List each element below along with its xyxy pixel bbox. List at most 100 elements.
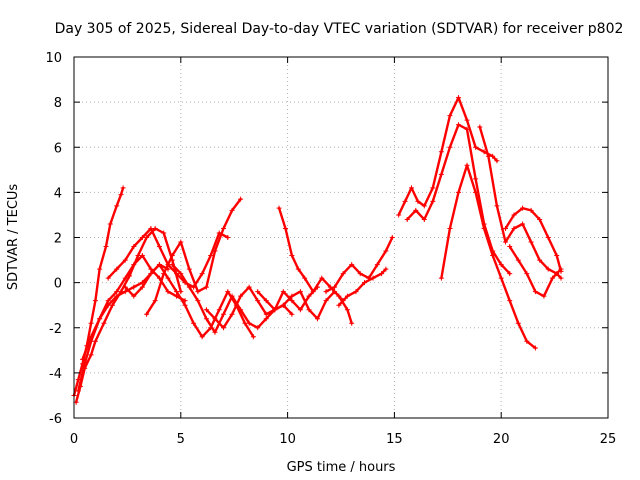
data-point xyxy=(282,225,288,231)
data-point xyxy=(332,284,338,290)
data-point xyxy=(238,196,244,202)
data-point xyxy=(178,271,184,277)
data-point xyxy=(208,253,214,259)
data-point xyxy=(263,316,269,322)
data-point xyxy=(310,289,316,295)
data-point xyxy=(169,253,175,259)
data-point xyxy=(524,271,530,277)
data-point xyxy=(229,207,235,213)
x-tick-label: 5 xyxy=(177,432,185,447)
data-point xyxy=(238,293,244,299)
data-point xyxy=(473,189,479,195)
data-point xyxy=(105,302,111,308)
data-point xyxy=(255,289,261,295)
data-point xyxy=(464,126,470,132)
data-point xyxy=(520,221,526,227)
data-point xyxy=(178,239,184,245)
data-point xyxy=(221,225,227,231)
data-point xyxy=(225,289,231,295)
data-point xyxy=(389,235,395,240)
y-tick-label: 4 xyxy=(54,186,62,201)
data-point xyxy=(532,345,538,351)
data-point xyxy=(114,293,120,299)
data-point xyxy=(221,311,227,317)
data-point xyxy=(297,289,303,295)
data-point xyxy=(131,293,137,299)
data-point xyxy=(152,298,158,304)
data-point xyxy=(203,316,209,322)
data-point xyxy=(464,117,470,123)
y-tick-label: 10 xyxy=(45,51,62,66)
data-point xyxy=(520,205,526,211)
y-tick-label: 2 xyxy=(54,232,62,247)
data-point xyxy=(541,293,547,299)
data-point xyxy=(135,253,141,259)
y-tick-label: -4 xyxy=(49,367,62,382)
data-point xyxy=(507,244,513,250)
data-point xyxy=(507,271,513,277)
data-point xyxy=(295,266,301,272)
data-point xyxy=(515,320,521,326)
data-point xyxy=(250,334,256,340)
data-point xyxy=(357,271,363,277)
data-point xyxy=(537,257,543,263)
data-point xyxy=(404,216,410,222)
data-point xyxy=(242,320,248,326)
data-point xyxy=(122,275,128,281)
data-point xyxy=(174,271,180,277)
series-arc-11 xyxy=(276,205,355,326)
data-point xyxy=(528,239,534,245)
data-point xyxy=(221,325,227,331)
data-point xyxy=(161,230,167,236)
data-point xyxy=(323,298,329,304)
data-point xyxy=(349,262,355,268)
data-point xyxy=(255,298,261,304)
data-point xyxy=(144,311,150,317)
data-point xyxy=(421,216,427,222)
series-arc-14 xyxy=(396,95,500,218)
data-point xyxy=(532,289,538,295)
data-point xyxy=(421,203,427,209)
data-point xyxy=(238,307,244,313)
chart-title: Day 305 of 2025, Sidereal Day-to-day VTE… xyxy=(55,21,624,37)
series-arc-7 xyxy=(144,196,244,317)
data-point xyxy=(120,185,126,191)
data-point xyxy=(319,275,325,281)
data-point xyxy=(473,144,479,150)
data-point xyxy=(349,320,355,326)
data-point xyxy=(289,298,295,304)
data-point xyxy=(558,266,564,272)
data-point xyxy=(402,198,408,204)
data-point xyxy=(485,153,491,159)
data-point xyxy=(353,289,359,295)
data-point xyxy=(494,203,500,209)
data-point xyxy=(101,320,107,326)
data-point xyxy=(490,253,496,259)
y-tick-label: 6 xyxy=(54,141,62,156)
data-point xyxy=(502,239,508,245)
data-point xyxy=(263,298,269,304)
series-line xyxy=(397,96,499,217)
series-line xyxy=(440,164,537,350)
data-point xyxy=(105,275,111,281)
data-point xyxy=(289,253,295,259)
data-point xyxy=(558,275,564,281)
data-point xyxy=(131,284,137,290)
data-point xyxy=(114,266,120,272)
series-line xyxy=(277,206,353,325)
data-point xyxy=(88,334,94,340)
data-point xyxy=(152,225,158,231)
data-point xyxy=(186,266,192,272)
y-axis-label: SDTVAR / TECUs xyxy=(6,184,21,291)
data-point xyxy=(148,271,154,277)
data-point xyxy=(370,275,376,281)
series-line xyxy=(205,285,319,329)
data-point xyxy=(374,262,380,268)
data-point xyxy=(340,271,346,277)
data-point xyxy=(383,266,389,272)
y-tick-label: 0 xyxy=(54,277,62,292)
data-point xyxy=(122,257,128,263)
data-point xyxy=(430,198,436,204)
data-point xyxy=(438,149,444,155)
